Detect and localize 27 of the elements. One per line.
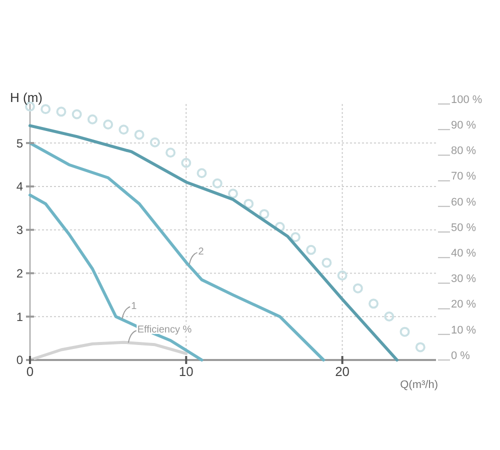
y2-tick-label: 30 % [451, 273, 476, 286]
y2-tick-label: 90 % [451, 120, 476, 132]
x-tick-label: 0 [26, 364, 34, 379]
annotation: 2 [198, 246, 204, 258]
line-series [28, 124, 398, 362]
y-tick-label: 4 [16, 180, 24, 194]
y2-tick-label: 50 % [451, 222, 476, 234]
x-tick-label: 10 [178, 364, 194, 379]
y2-tick-label: 40 % [451, 248, 476, 260]
y2-tick-label: 80 % [451, 145, 476, 158]
y-tick-label: 1 [16, 310, 24, 324]
y2-tick-label: 70 % [451, 170, 476, 183]
y-tick-label: 0 [16, 353, 24, 368]
y2-tick-label: 60 % [451, 196, 476, 208]
y-tick-label: 3 [16, 223, 24, 238]
line-series [28, 194, 204, 362]
line-series [28, 142, 326, 362]
y2-tick-label: 20 % [451, 298, 476, 311]
annotation: 1 [131, 300, 138, 312]
x-tick-label: 20 [335, 364, 350, 379]
y2-tick-label: 10 % [451, 324, 476, 336]
y-axis-title: H (m) [10, 90, 42, 105]
y-tick-label: 2 [16, 266, 24, 280]
y2-tick-label: 0 % [451, 350, 470, 362]
x-axis-title: Q(m³/h) [400, 379, 438, 391]
y-tick-label: 5 [16, 136, 24, 150]
y2-tick-label: 100 % [451, 94, 482, 106]
